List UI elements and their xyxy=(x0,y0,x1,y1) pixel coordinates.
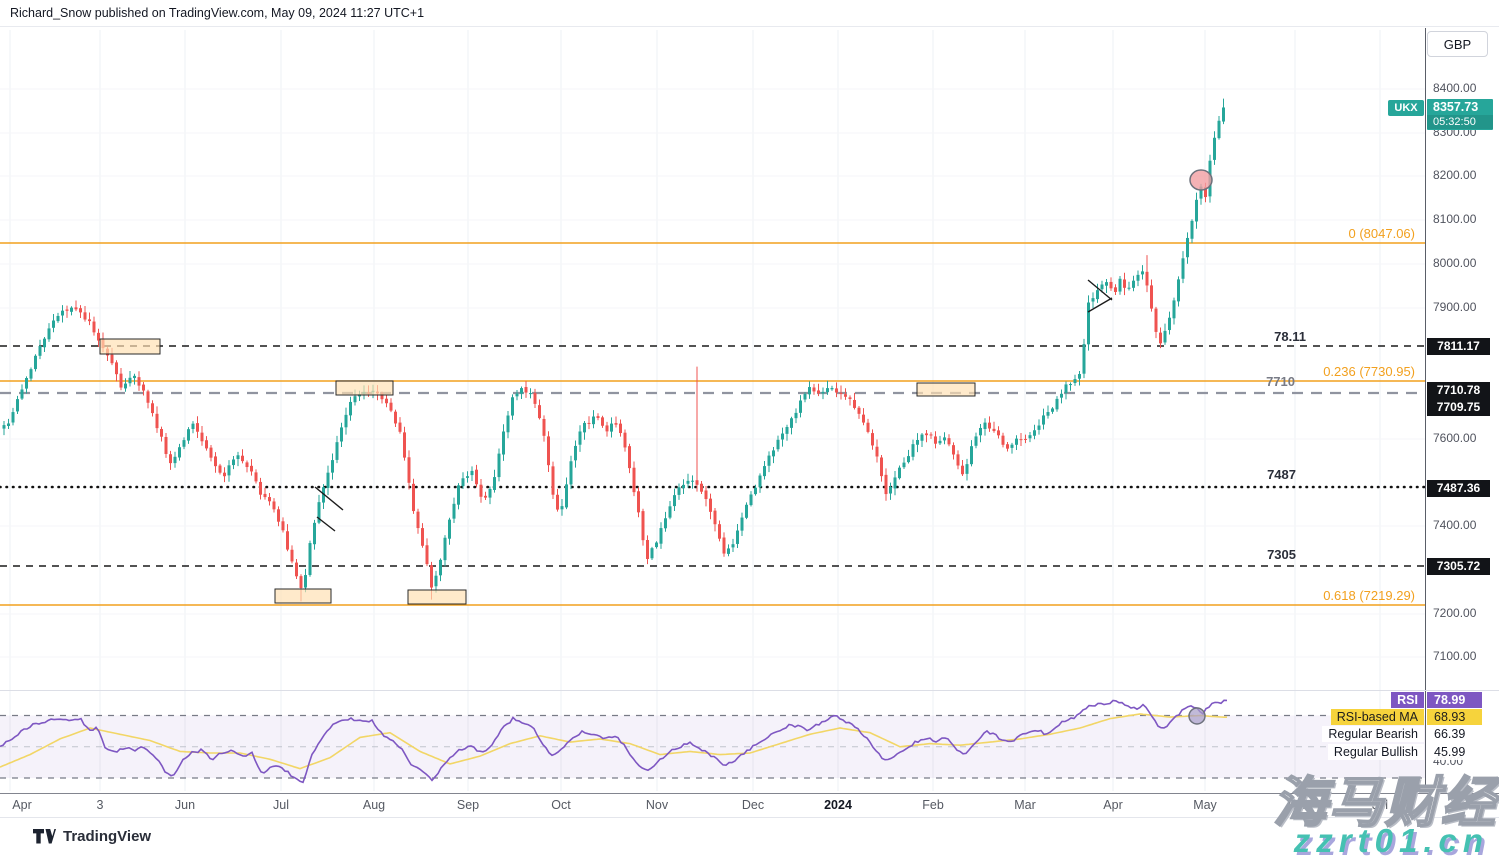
level-label: 0 (8047.06) xyxy=(1348,226,1416,241)
trendline-annotation[interactable] xyxy=(314,486,344,511)
time-tick: 2024 xyxy=(824,798,852,812)
time-tick: Jul xyxy=(273,798,289,812)
price-tick: 7100.00 xyxy=(1433,649,1477,663)
tradingview-logo[interactable]: TradingView xyxy=(33,828,151,845)
time-axis[interactable]: Apr 3 Jun Jul Aug Sep Oct Nov Dec 2024 Feb Mar Apr Ma… xyxy=(0,793,1499,817)
time-tick: Jun xyxy=(1284,798,1306,812)
tradingview-logo-icon xyxy=(33,829,56,844)
time-tick: Sep xyxy=(456,798,480,812)
zone-box[interactable] xyxy=(274,588,332,604)
time-tick: May xyxy=(1193,798,1217,812)
rsi-legend-plain: Regular Bullish xyxy=(1327,744,1424,760)
time-tick: Apr xyxy=(12,798,32,812)
trendline-annotation[interactable] xyxy=(316,516,336,532)
price-tick: 8000.00 xyxy=(1433,256,1477,270)
rsi-value-badge: 78.99 xyxy=(1427,692,1482,708)
level-label: 0.236 (7730.95) xyxy=(1323,364,1415,379)
level-label: 78.11 xyxy=(1274,329,1306,344)
trendline-annotation[interactable] xyxy=(1087,279,1113,301)
price-tick: 7200.00 xyxy=(1433,606,1477,620)
level-price-badge: 7811.17 xyxy=(1427,337,1490,355)
price-tick: 8200.00 xyxy=(1433,168,1477,182)
time-tick: Jul xyxy=(1372,798,1388,812)
price-tick: 7600.00 xyxy=(1433,431,1477,445)
rsi-legend-plain: Regular Bearish xyxy=(1322,726,1424,742)
price-tick: 7900.00 xyxy=(1433,300,1477,314)
time-tick: Oct xyxy=(551,798,571,812)
level-label: 7710 xyxy=(1266,374,1295,389)
currency-button[interactable]: GBP xyxy=(1427,31,1488,57)
rsi-value-badge: 68.93 xyxy=(1427,709,1482,725)
chart-plot-area[interactable]: 0 (8047.06) 78.11 0.236 (7730.95) 7710 7487 7… xyxy=(0,28,1425,793)
time-tick: Jun xyxy=(174,798,196,812)
level-price-badge: 7305.72 xyxy=(1427,557,1490,575)
price-circle-annotation[interactable] xyxy=(1189,169,1213,191)
rsi-legend-yellow: RSI-based MA xyxy=(1330,709,1424,725)
watermark-cn: 海马财经 xyxy=(1272,772,1497,834)
zone-box[interactable] xyxy=(916,382,976,397)
price-axis[interactable]: GBP 8357.73 05:32:50 78.99 68.93 66.39 45.9… xyxy=(1425,28,1499,817)
level-price-badge: 7710.78 xyxy=(1427,381,1490,399)
time-tick: 3 xyxy=(96,798,104,812)
last-price-badge: 8357.73 05:32:50 xyxy=(1427,99,1493,130)
price-tick: 8100.00 xyxy=(1433,212,1477,226)
level-label: 7305 xyxy=(1267,547,1296,562)
level-price-badge: 7487.36 xyxy=(1427,479,1490,497)
price-tick: 8400.00 xyxy=(1433,81,1477,95)
rsi-value-badge: 45.99 xyxy=(1427,744,1482,760)
rsi-legend-purple: RSI xyxy=(1391,692,1424,708)
time-tick: Dec xyxy=(741,798,765,812)
bar-countdown: 05:32:50 xyxy=(1427,115,1493,129)
price-tick: 7400.00 xyxy=(1433,518,1477,532)
time-tick: Nov xyxy=(645,798,669,812)
candlestick-chart-svg[interactable] xyxy=(0,28,1425,793)
time-tick: Mar xyxy=(1014,798,1036,812)
time-tick: Apr xyxy=(1103,798,1123,812)
level-price-badge: 7709.75 xyxy=(1427,398,1490,416)
zone-box[interactable] xyxy=(99,338,161,355)
rsi-circle-annotation[interactable] xyxy=(1188,707,1206,725)
trendline-annotation[interactable] xyxy=(1087,297,1113,313)
zone-box[interactable] xyxy=(407,589,467,605)
time-tick: Aug xyxy=(362,798,386,812)
level-label: 7487 xyxy=(1267,467,1296,482)
zone-box[interactable] xyxy=(335,380,394,396)
rsi-value-badge: 66.39 xyxy=(1427,726,1482,742)
watermark-url: zzrt01.cn xyxy=(1293,822,1489,857)
last-price-value: 8357.73 xyxy=(1433,100,1479,114)
footer-bar: TradingView xyxy=(0,817,1499,857)
publish-title: Richard_Snow published on TradingView.co… xyxy=(0,0,1499,27)
candles xyxy=(2,98,1225,602)
time-tick: Feb xyxy=(922,798,944,812)
rsi-line xyxy=(0,699,1228,784)
symbol-badge: UKX xyxy=(1388,100,1424,116)
level-label: 0.618 (7219.29) xyxy=(1323,588,1415,603)
pane-separator[interactable] xyxy=(0,690,1499,691)
tradingview-logo-text: TradingView xyxy=(63,828,152,845)
